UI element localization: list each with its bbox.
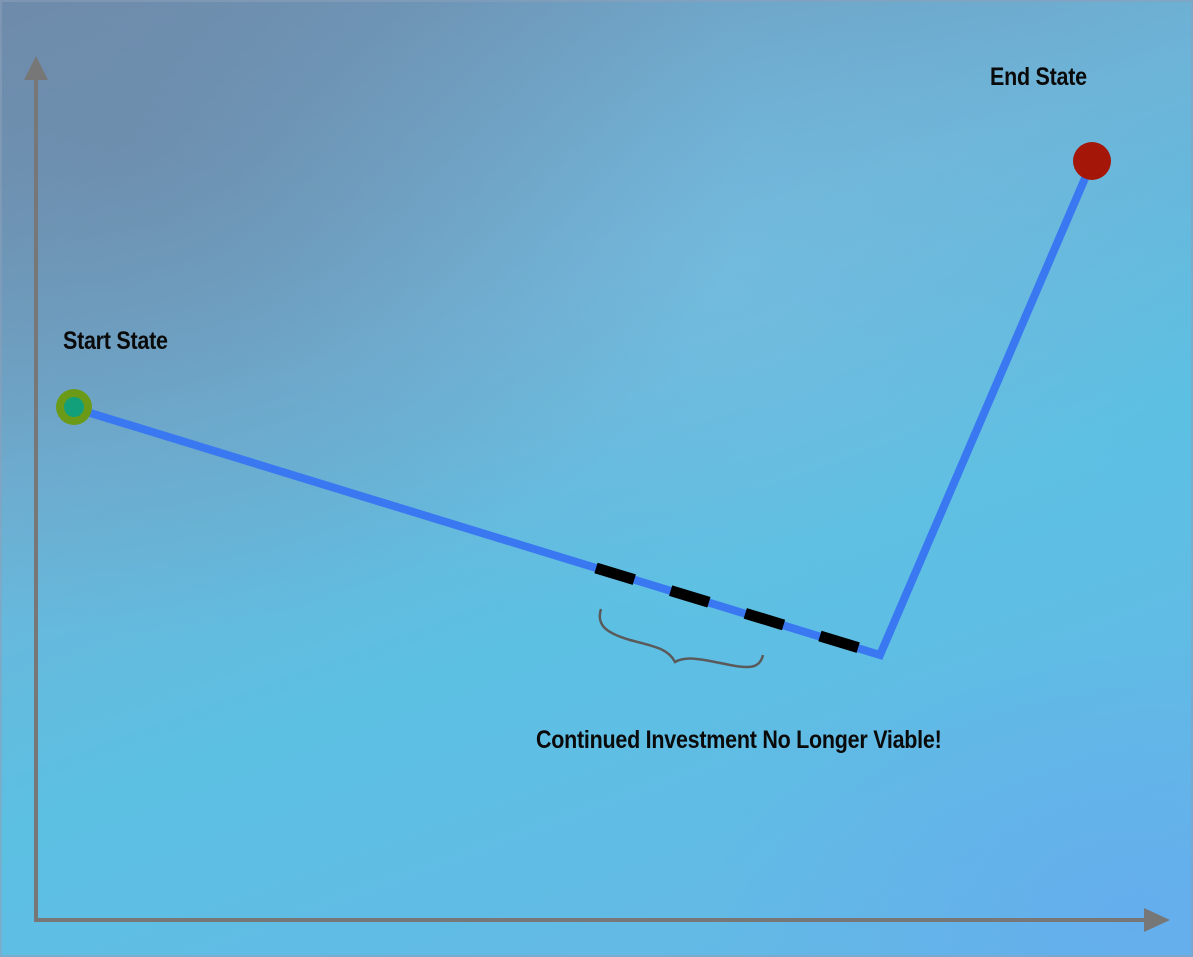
end-point xyxy=(1073,142,1111,180)
y-axis-arrowhead xyxy=(24,56,48,80)
start-point-inner xyxy=(64,397,84,417)
curly-brace xyxy=(598,608,765,669)
start-state-label: Start State xyxy=(63,327,168,355)
dashed-decline-segment xyxy=(594,562,868,656)
annotation-label: Continued Investment No Longer Viable! xyxy=(536,726,942,754)
x-axis-arrowhead xyxy=(1144,908,1170,932)
trajectory-line xyxy=(72,160,1096,660)
end-state-label: End State xyxy=(990,63,1087,91)
